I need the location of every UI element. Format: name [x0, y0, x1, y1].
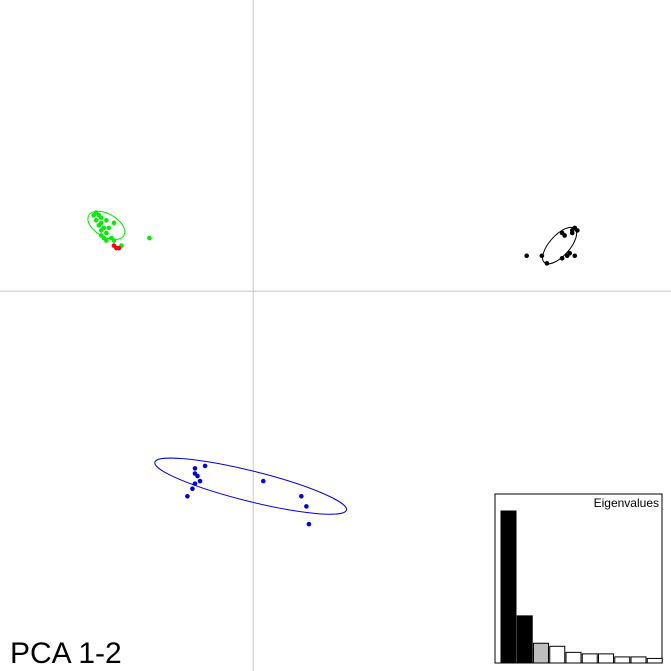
data-point: [104, 238, 109, 243]
data-point: [91, 212, 96, 218]
data-point: [96, 223, 102, 228]
eigenvalue-bar: [646, 657, 663, 664]
eigenvalue-bar: [549, 645, 566, 664]
eigenvalue-bars: [500, 510, 663, 664]
data-point: [539, 253, 545, 259]
data-point: [104, 217, 109, 223]
eigenvalue-bar: [500, 510, 517, 664]
data-point: [98, 215, 104, 221]
data-point: [562, 233, 567, 238]
data-point: [116, 245, 122, 251]
data-point: [147, 235, 152, 241]
data-point: [98, 228, 104, 233]
eigenvalue-bar: [565, 651, 582, 664]
series-3: [154, 457, 348, 527]
data-point: [575, 228, 580, 233]
data-point: [569, 230, 575, 236]
data-point: [106, 225, 112, 231]
data-point: [524, 253, 529, 259]
data-point: [559, 255, 565, 261]
pca-axes-label: PCA 1-2: [10, 637, 122, 670]
eigenvalue-bar: [516, 615, 533, 664]
series-0: [87, 210, 152, 248]
series-1: [111, 243, 122, 251]
eigenvalues-title: Eigenvalues: [594, 496, 659, 510]
data-point: [111, 220, 117, 226]
data-point: [111, 238, 117, 243]
eigenvalue-bar: [630, 656, 647, 664]
series-3-ellipse: [154, 457, 348, 515]
data-point: [195, 473, 200, 479]
data-point: [192, 481, 198, 486]
eigenvalue-bar: [581, 653, 598, 664]
data-point: [202, 463, 208, 469]
data-point: [104, 230, 109, 236]
data-point: [185, 493, 190, 499]
eigenvalues-inset: Eigenvalues: [494, 493, 663, 664]
data-point: [304, 504, 309, 509]
data-point: [197, 478, 203, 484]
data-point: [93, 217, 99, 223]
series-layer: [87, 210, 580, 527]
data-point: [567, 250, 573, 256]
eigenvalue-bar: [533, 642, 549, 664]
data-point: [299, 493, 304, 499]
eigenvalue-bar: [598, 653, 614, 664]
data-point: [192, 466, 198, 471]
data-point: [544, 261, 550, 266]
data-point: [306, 521, 312, 527]
data-point: [572, 253, 578, 259]
series-2: [524, 225, 580, 266]
data-point: [261, 478, 266, 484]
data-point: [190, 486, 195, 491]
eigenvalue-bar: [614, 656, 631, 664]
